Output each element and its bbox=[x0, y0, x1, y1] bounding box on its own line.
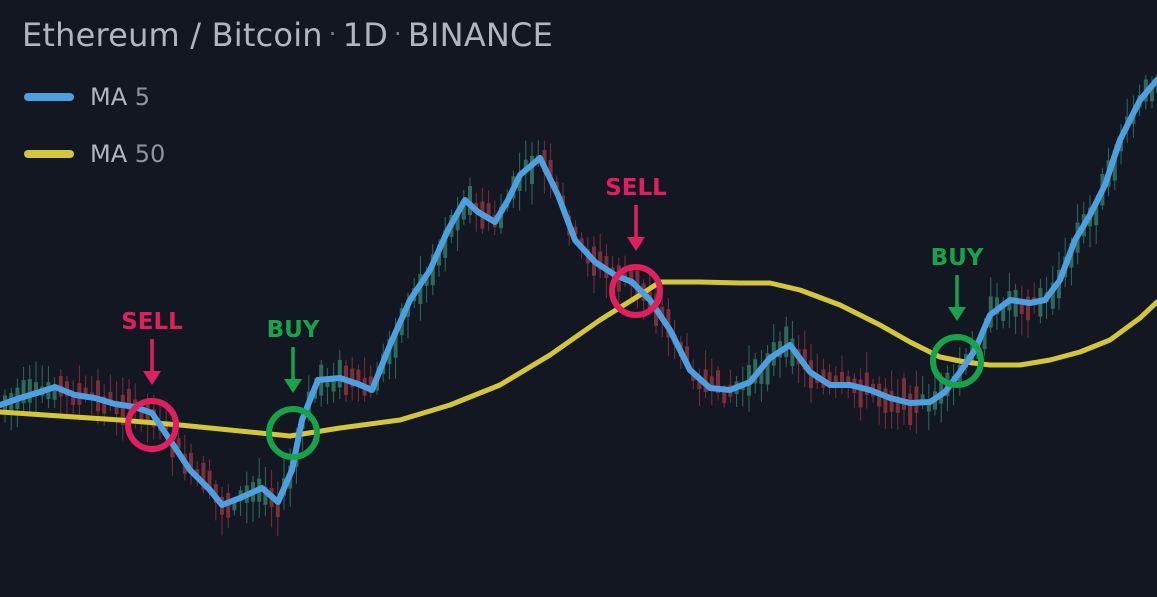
buy-signal: BUY bbox=[266, 317, 320, 460]
candle bbox=[827, 363, 832, 395]
candle bbox=[275, 481, 280, 536]
chart-title: Ethereum / Bitcoin · 1D · BINANCE bbox=[22, 16, 553, 54]
interval-label: 1D bbox=[342, 16, 389, 54]
candle bbox=[877, 376, 882, 425]
sell-circle bbox=[125, 398, 179, 452]
candle bbox=[337, 349, 342, 399]
candle bbox=[864, 352, 869, 409]
legend-ma-name: MA bbox=[90, 83, 128, 111]
candle bbox=[716, 365, 720, 401]
legend-label-ma5: MA 5 bbox=[90, 83, 150, 111]
candle bbox=[765, 345, 770, 392]
candle bbox=[114, 381, 119, 436]
sell-label: SELL bbox=[121, 309, 183, 335]
candle bbox=[40, 365, 45, 404]
candle bbox=[908, 384, 913, 431]
legend-item-ma50: MA 50 bbox=[24, 139, 165, 169]
candle bbox=[443, 216, 448, 272]
candle bbox=[530, 141, 534, 205]
candlesticks bbox=[3, 74, 1157, 536]
candle bbox=[709, 358, 714, 406]
candle bbox=[784, 316, 789, 367]
candle bbox=[34, 361, 38, 415]
legend-ma-period: 50 bbox=[134, 140, 166, 168]
candle bbox=[362, 357, 367, 402]
candle bbox=[852, 373, 857, 408]
ma50-line bbox=[0, 279, 1157, 439]
sell-signal: SELL bbox=[605, 175, 667, 318]
candle bbox=[1013, 284, 1018, 334]
candle bbox=[548, 143, 553, 199]
candle bbox=[455, 197, 460, 252]
legend-ma-period: 5 bbox=[134, 83, 151, 111]
candle bbox=[988, 277, 993, 333]
candle bbox=[21, 367, 26, 412]
candle bbox=[858, 368, 863, 421]
legend-swatch-ma5 bbox=[24, 93, 74, 101]
candle bbox=[598, 233, 603, 279]
candle bbox=[703, 350, 708, 398]
candle bbox=[734, 375, 739, 407]
candle bbox=[120, 377, 125, 441]
candle bbox=[883, 377, 888, 429]
buy-circle bbox=[266, 406, 320, 460]
candle bbox=[65, 375, 69, 418]
candle bbox=[759, 350, 764, 402]
candle bbox=[251, 475, 255, 522]
buy-label: BUY bbox=[931, 245, 984, 271]
candle bbox=[926, 383, 931, 430]
buy-circle bbox=[930, 334, 984, 388]
candle bbox=[220, 486, 224, 536]
candle bbox=[189, 443, 193, 485]
candle bbox=[15, 378, 20, 428]
candle bbox=[350, 357, 355, 401]
candle bbox=[815, 353, 820, 390]
sell-signal: SELL bbox=[121, 309, 183, 452]
legend-label-ma50: MA 50 bbox=[90, 140, 165, 168]
arrow-head-icon bbox=[948, 307, 966, 321]
sell-label: SELL bbox=[605, 175, 667, 201]
legend: MA 5 MA 50 bbox=[24, 82, 165, 196]
pair-name: Ethereum / Bitcoin bbox=[22, 16, 323, 54]
signal-markers: SELL BUY SELL BUY bbox=[121, 175, 984, 460]
legend-swatch-ma50 bbox=[24, 150, 74, 158]
arrow-head-icon bbox=[627, 237, 645, 251]
legend-item-ma5: MA 5 bbox=[24, 82, 165, 112]
buy-label: BUY bbox=[267, 317, 320, 343]
candle bbox=[771, 323, 776, 376]
candle bbox=[802, 330, 807, 388]
candle bbox=[895, 379, 900, 430]
candle bbox=[486, 190, 491, 231]
buy-signal: BUY bbox=[930, 245, 984, 388]
candle bbox=[1026, 289, 1030, 338]
arrow-head-icon bbox=[143, 371, 161, 385]
arrow-head-icon bbox=[284, 379, 302, 393]
candle bbox=[325, 367, 330, 405]
title-separator: · bbox=[394, 20, 402, 48]
sell-circle bbox=[609, 264, 663, 318]
title-separator: · bbox=[328, 20, 337, 48]
legend-ma-name: MA bbox=[90, 140, 128, 168]
candle bbox=[9, 387, 14, 431]
exchange-label: BINANCE bbox=[407, 16, 554, 54]
candle bbox=[840, 355, 844, 395]
candle bbox=[1032, 282, 1037, 314]
candle bbox=[1019, 285, 1024, 336]
candle bbox=[52, 377, 57, 409]
candle bbox=[27, 365, 32, 416]
candle bbox=[331, 362, 336, 403]
